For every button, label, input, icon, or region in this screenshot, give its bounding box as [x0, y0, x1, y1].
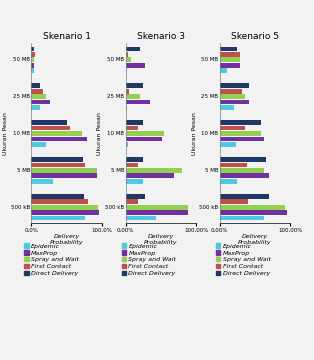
- Bar: [31, 46, 34, 51]
- Title: Skenario 1: Skenario 1: [43, 32, 91, 41]
- Bar: [220, 142, 236, 147]
- Bar: [31, 68, 34, 73]
- X-axis label: Delivery
Probability: Delivery Probability: [50, 234, 84, 244]
- Y-axis label: Ukuran Pesan: Ukuran Pesan: [97, 112, 102, 155]
- Bar: [31, 210, 99, 215]
- Bar: [220, 84, 249, 88]
- Bar: [220, 210, 287, 215]
- Bar: [126, 194, 145, 199]
- Bar: [126, 157, 143, 162]
- Bar: [31, 179, 53, 184]
- Bar: [31, 84, 40, 88]
- Bar: [220, 174, 269, 178]
- Legend: Epidemic, MaxProp, Spray and Wait, First Contact, Direct Delivery: Epidemic, MaxProp, Spray and Wait, First…: [119, 241, 179, 279]
- Bar: [31, 100, 51, 104]
- Y-axis label: Ukuran Pesan: Ukuran Pesan: [192, 112, 197, 155]
- Bar: [126, 105, 127, 110]
- Bar: [220, 194, 269, 199]
- Bar: [220, 179, 237, 184]
- Bar: [126, 120, 143, 125]
- Bar: [31, 52, 35, 57]
- Bar: [31, 57, 34, 62]
- Bar: [31, 216, 85, 220]
- Bar: [220, 46, 237, 51]
- Bar: [126, 142, 128, 147]
- Bar: [31, 89, 43, 94]
- Legend: Epidemic, MaxProp, Spray and Wait, First Contact, Direct Delivery: Epidemic, MaxProp, Spray and Wait, First…: [214, 241, 273, 279]
- Bar: [126, 94, 140, 99]
- Bar: [31, 94, 46, 99]
- Bar: [126, 63, 145, 68]
- Title: Skenario 3: Skenario 3: [137, 32, 185, 41]
- Bar: [31, 136, 87, 141]
- Bar: [31, 105, 40, 110]
- Title: Skenario 5: Skenario 5: [231, 32, 279, 41]
- Bar: [220, 168, 264, 173]
- Bar: [126, 68, 127, 73]
- Bar: [220, 136, 264, 141]
- Bar: [126, 57, 131, 62]
- Bar: [126, 210, 188, 215]
- Bar: [220, 120, 261, 125]
- Bar: [126, 52, 128, 57]
- Bar: [220, 57, 240, 62]
- Bar: [220, 131, 261, 136]
- Bar: [220, 105, 234, 110]
- Bar: [31, 194, 84, 199]
- Bar: [31, 199, 88, 204]
- Bar: [220, 68, 227, 73]
- Bar: [31, 205, 98, 210]
- Bar: [126, 89, 129, 94]
- Bar: [31, 142, 46, 147]
- Bar: [126, 216, 156, 220]
- Bar: [126, 174, 174, 178]
- Bar: [31, 157, 83, 162]
- Bar: [31, 126, 70, 130]
- Y-axis label: Ukuran Pesan: Ukuran Pesan: [3, 112, 8, 155]
- Bar: [126, 199, 138, 204]
- Bar: [220, 157, 266, 162]
- Bar: [31, 131, 82, 136]
- X-axis label: Delivery
Probability: Delivery Probability: [144, 234, 178, 244]
- Bar: [220, 94, 245, 99]
- Bar: [126, 100, 150, 104]
- Bar: [126, 46, 140, 51]
- Bar: [220, 199, 248, 204]
- Bar: [126, 168, 182, 173]
- Bar: [31, 168, 97, 173]
- Bar: [31, 120, 67, 125]
- Bar: [220, 100, 249, 104]
- Bar: [126, 84, 143, 88]
- Bar: [31, 174, 97, 178]
- Bar: [220, 126, 245, 130]
- Bar: [220, 216, 264, 220]
- Bar: [220, 89, 242, 94]
- Bar: [220, 163, 247, 167]
- Bar: [126, 136, 162, 141]
- X-axis label: Delivery
Probability: Delivery Probability: [238, 234, 272, 244]
- Bar: [220, 205, 285, 210]
- Bar: [126, 205, 188, 210]
- Bar: [220, 52, 240, 57]
- Bar: [31, 163, 85, 167]
- Bar: [126, 179, 143, 184]
- Bar: [126, 131, 165, 136]
- Bar: [220, 63, 240, 68]
- Bar: [31, 63, 34, 68]
- Bar: [126, 163, 138, 167]
- Legend: Epidemic, MaxProp, Spray and Wait, First Contact, Direct Delivery: Epidemic, MaxProp, Spray and Wait, First…: [22, 241, 82, 279]
- Bar: [126, 126, 138, 130]
